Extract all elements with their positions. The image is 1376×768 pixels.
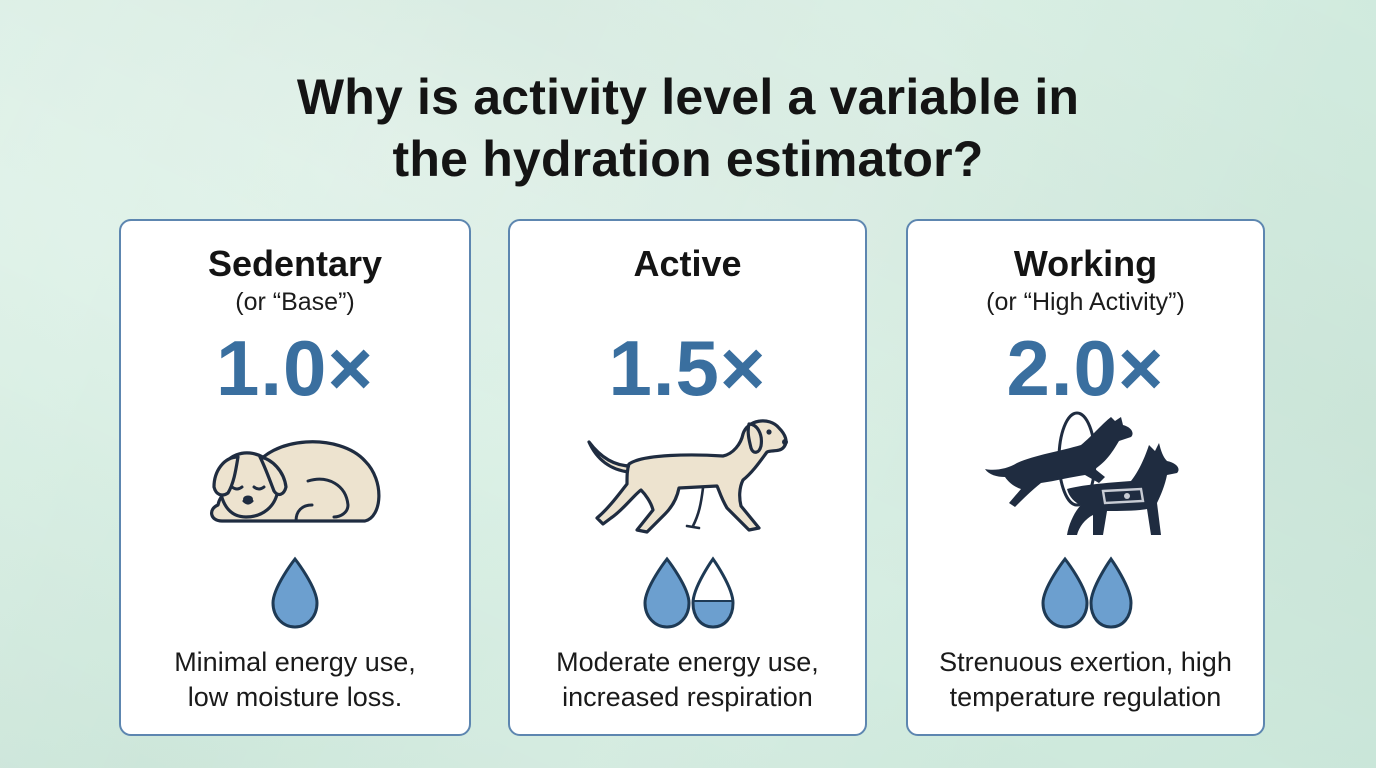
- card-description: Strenuous exertion, high temperature reg…: [918, 645, 1253, 715]
- card-working: Working (or “High Activity”) 2.0× Strenu…: [906, 219, 1265, 736]
- multiplier-value: 1.0×: [216, 324, 374, 412]
- water-drops: [121, 553, 469, 633]
- page-title-line-1: Why is activity level a variable in: [296, 69, 1080, 125]
- card-description-line-2: low moisture loss.: [187, 682, 403, 712]
- card-title: Working: [1013, 243, 1158, 284]
- water-drop-icon: [1040, 556, 1089, 629]
- water-drops: [510, 553, 865, 633]
- card-description-line-2: temperature regulation: [949, 682, 1222, 712]
- sleeping-dog-icon: [121, 411, 469, 541]
- water-drop-icon: [1088, 556, 1133, 629]
- card-description-line-1: Minimal energy use,: [174, 647, 416, 677]
- card-description-line-1: Moderate energy use,: [556, 647, 819, 677]
- card-description-line-2: increased respiration: [562, 682, 813, 712]
- card-description: Moderate energy use, increased respirati…: [520, 645, 855, 715]
- walking-dog-icon: [510, 411, 865, 541]
- card-title: Active: [633, 243, 742, 284]
- water-drops: [908, 553, 1263, 633]
- card-description-line-1: Strenuous exertion, high: [939, 647, 1232, 677]
- card-sedentary: Sedentary (or “Base”) 1.0× Minimal: [119, 219, 471, 736]
- working-dogs-icon: [908, 411, 1263, 541]
- page-title: Why is activity level a variable in the …: [0, 66, 1376, 190]
- card-subtitle: (or “High Activity”): [986, 288, 1185, 316]
- card-title: Sedentary: [207, 243, 383, 284]
- water-drop-icon: [642, 556, 691, 629]
- multiplier-value: 1.5×: [608, 324, 767, 412]
- multiplier-value: 2.0×: [1006, 324, 1165, 412]
- water-drop-icon: [271, 556, 319, 629]
- card-description: Minimal energy use, low moisture loss.: [131, 645, 459, 715]
- card-active: Active 1.5×: [508, 219, 867, 736]
- card-subtitle: (or “Base”): [235, 288, 355, 316]
- page-title-line-2: the hydration estimator?: [392, 131, 984, 187]
- half-water-drop-icon: [690, 556, 735, 629]
